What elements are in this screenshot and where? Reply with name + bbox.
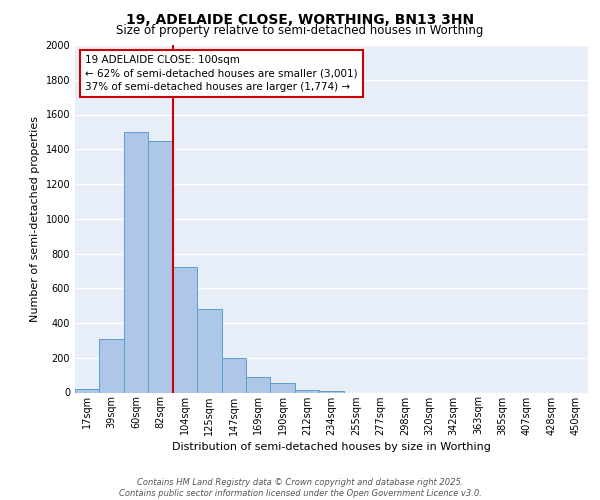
- Bar: [75, 390, 100, 392]
- Bar: [197, 309, 221, 392]
- Text: 19, ADELAIDE CLOSE, WORTHING, BN13 3HN: 19, ADELAIDE CLOSE, WORTHING, BN13 3HN: [126, 12, 474, 26]
- Text: Contains HM Land Registry data © Crown copyright and database right 2025.
Contai: Contains HM Land Registry data © Crown c…: [119, 478, 481, 498]
- Bar: [221, 358, 246, 392]
- Y-axis label: Number of semi-detached properties: Number of semi-detached properties: [30, 116, 40, 322]
- Bar: [319, 391, 344, 392]
- Bar: [124, 132, 148, 392]
- Bar: [295, 390, 319, 392]
- Bar: [148, 140, 173, 392]
- Bar: [246, 377, 271, 392]
- Bar: [173, 266, 197, 392]
- Bar: [271, 384, 295, 392]
- Text: 19 ADELAIDE CLOSE: 100sqm
← 62% of semi-detached houses are smaller (3,001)
37% : 19 ADELAIDE CLOSE: 100sqm ← 62% of semi-…: [85, 56, 358, 92]
- Bar: [100, 338, 124, 392]
- X-axis label: Distribution of semi-detached houses by size in Worthing: Distribution of semi-detached houses by …: [172, 442, 491, 452]
- Text: Size of property relative to semi-detached houses in Worthing: Size of property relative to semi-detach…: [116, 24, 484, 37]
